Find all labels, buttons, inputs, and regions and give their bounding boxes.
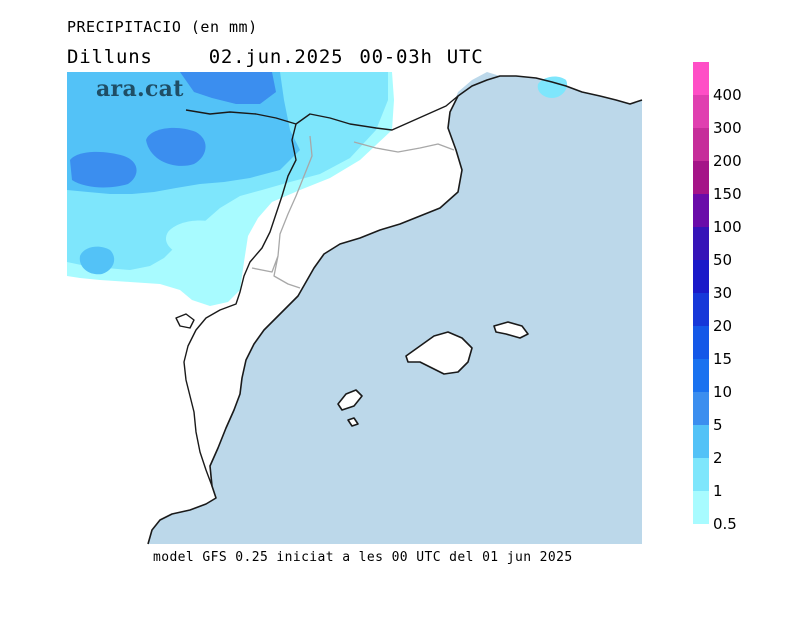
legend-label: 1 xyxy=(713,482,723,500)
legend-label: 400 xyxy=(713,86,742,104)
legend-label: 5 xyxy=(713,416,723,434)
legend-swatch xyxy=(693,425,709,458)
legend-swatch xyxy=(693,95,709,128)
chart-title: PRECIPITACIO (en mm) xyxy=(67,18,258,36)
legend-label: 150 xyxy=(713,185,742,203)
legend-label: 0.5 xyxy=(713,515,737,533)
legend-swatch xyxy=(693,293,709,326)
small-islet xyxy=(175,313,195,329)
legend-label: 30 xyxy=(713,284,733,302)
province-border xyxy=(251,135,455,289)
legend-label: 15 xyxy=(713,350,733,368)
precip-5-b xyxy=(70,151,137,188)
menorca xyxy=(493,321,529,339)
legend-swatch xyxy=(693,260,709,293)
precip-2-small xyxy=(79,246,115,275)
formentera xyxy=(347,417,359,427)
forecast-header: Dilluns 02.jun.2025 00-03h UTC xyxy=(67,46,483,68)
precip-1-france xyxy=(537,76,568,98)
legend-swatch xyxy=(693,491,709,524)
precipitation-field xyxy=(67,72,568,306)
model-info: model GFS 0.25 iniciat a les 00 UTC del … xyxy=(153,550,573,565)
forecast-date: 02.jun.2025 xyxy=(208,46,344,68)
regional-border xyxy=(183,123,297,487)
coastline xyxy=(147,75,643,545)
legend-swatch xyxy=(693,161,709,194)
legend-label: 50 xyxy=(713,251,733,269)
forecast-time-range: 00-03h xyxy=(359,46,433,68)
mallorca xyxy=(405,331,473,375)
legend-label: 300 xyxy=(713,119,742,137)
precipitation-legend xyxy=(693,62,709,524)
legend-swatch xyxy=(693,227,709,260)
legend-swatch xyxy=(693,62,709,95)
legend-swatch xyxy=(693,194,709,227)
precip-5-a xyxy=(146,127,206,166)
legend-label: 200 xyxy=(713,152,742,170)
national-border xyxy=(185,95,459,131)
precip-5-c xyxy=(180,72,276,104)
ara-logo: ara.cat xyxy=(96,76,184,102)
legend-swatch xyxy=(693,392,709,425)
legend-label: 20 xyxy=(713,317,733,335)
legend-swatch xyxy=(693,458,709,491)
legend-swatch xyxy=(693,128,709,161)
forecast-timezone: UTC xyxy=(446,46,484,68)
legend-label: 10 xyxy=(713,383,733,401)
legend-swatch xyxy=(693,326,709,359)
legend-label: 100 xyxy=(713,218,742,236)
legend-swatch xyxy=(693,359,709,392)
ibiza xyxy=(337,389,363,411)
legend-label: 2 xyxy=(713,449,723,467)
precip-0-5-gap xyxy=(165,220,236,261)
forecast-day: Dilluns xyxy=(67,46,153,68)
